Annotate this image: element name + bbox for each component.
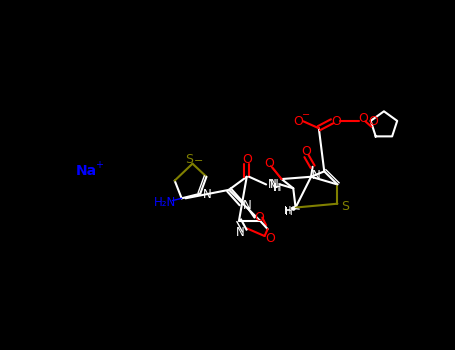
Text: H: H [284, 206, 292, 216]
Text: S: S [341, 199, 349, 212]
Text: S: S [185, 153, 193, 166]
Text: O: O [265, 232, 275, 245]
Text: Na: Na [76, 164, 97, 178]
Text: H: H [273, 183, 281, 193]
Text: O: O [358, 112, 368, 126]
Text: O: O [264, 157, 274, 170]
Text: O: O [368, 114, 378, 127]
Text: N: N [312, 169, 321, 182]
Text: +: + [96, 160, 103, 170]
Text: N: N [203, 188, 212, 201]
Text: O: O [332, 115, 342, 128]
Text: O: O [254, 211, 264, 224]
Text: N: N [243, 199, 251, 212]
Text: O: O [293, 115, 303, 128]
Text: −: − [302, 110, 310, 120]
Text: H: H [285, 207, 293, 217]
Text: N: N [235, 226, 244, 239]
Text: N: N [269, 178, 278, 191]
Text: H₂N: H₂N [153, 196, 176, 209]
Text: −: − [194, 156, 203, 166]
Text: O: O [242, 153, 252, 166]
Text: O: O [302, 145, 311, 158]
Text: N: N [268, 178, 277, 191]
Text: H: H [274, 183, 282, 193]
